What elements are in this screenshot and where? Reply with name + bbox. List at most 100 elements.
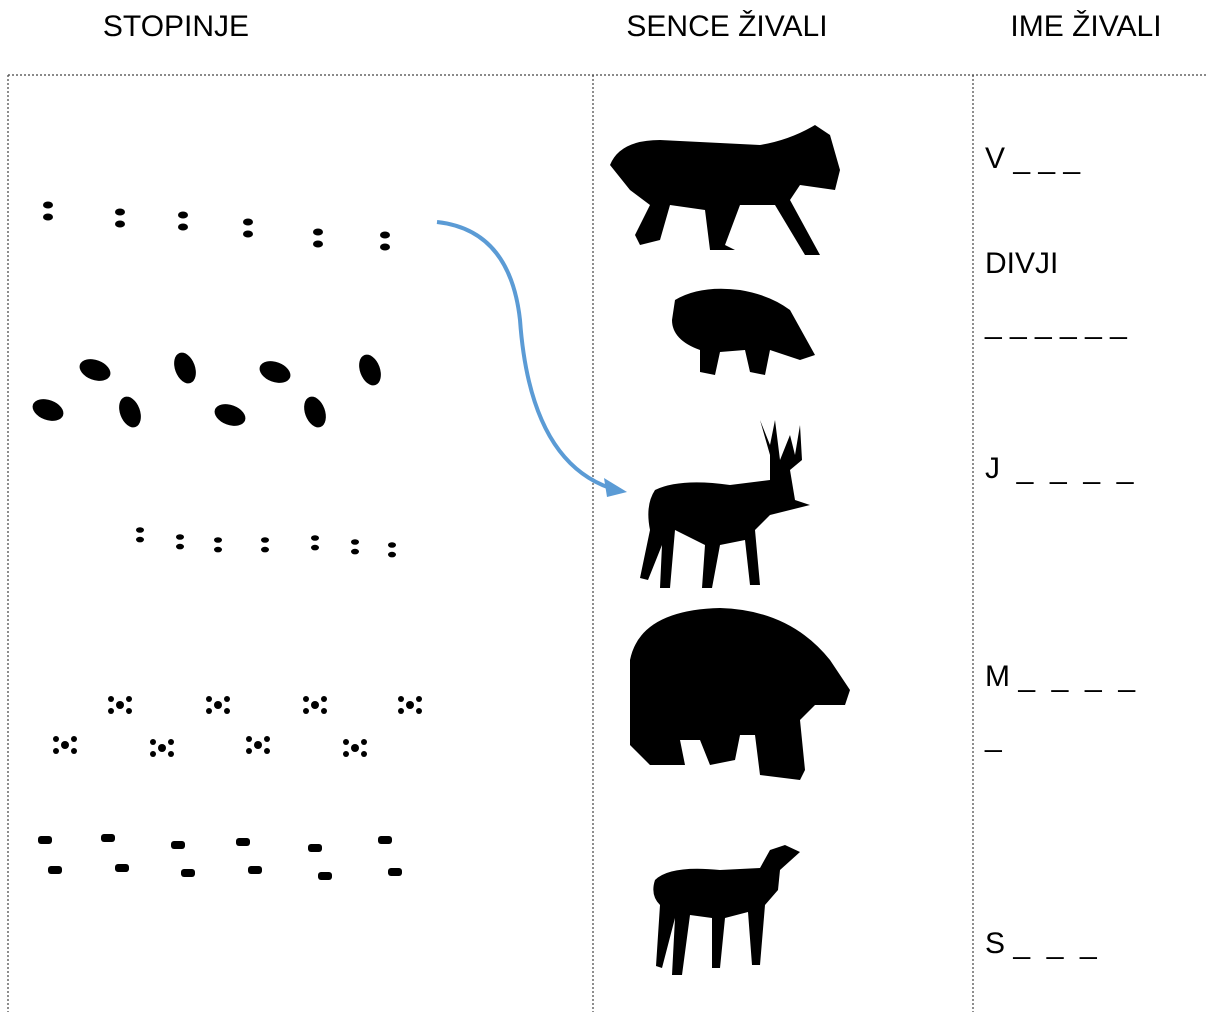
footprint	[61, 741, 69, 749]
footprint	[321, 696, 327, 702]
footprint	[178, 211, 188, 219]
footprints	[32, 201, 422, 880]
footprint	[351, 548, 359, 555]
footprint	[150, 751, 156, 757]
footprint	[171, 841, 185, 849]
column-header: STOPINJE	[103, 10, 249, 43]
footprint	[116, 701, 124, 709]
answer-line: J _ _ _ _	[985, 452, 1135, 485]
footprint	[32, 399, 64, 421]
column-header: SENCE ŽIVALI	[626, 10, 827, 43]
footprint	[313, 240, 323, 248]
footprint	[246, 736, 252, 742]
footprint	[71, 736, 77, 742]
footprint	[380, 231, 390, 239]
boar-silhouette	[672, 288, 815, 375]
footprint	[398, 696, 404, 702]
footprint	[351, 539, 359, 545]
answer-line: S _ _ _	[985, 927, 1098, 960]
footprint	[176, 543, 184, 550]
footprint	[378, 836, 392, 844]
footprint	[136, 527, 144, 533]
footprint	[236, 838, 250, 846]
footprint	[158, 744, 166, 752]
footprint	[303, 708, 309, 714]
footprint	[246, 748, 252, 754]
footprint	[321, 708, 327, 714]
footprint	[38, 836, 52, 844]
fawn-silhouette	[653, 845, 800, 975]
footprint	[168, 739, 174, 745]
answer-line: _	[984, 720, 1003, 753]
footprint	[214, 546, 222, 553]
footprint	[48, 866, 62, 874]
footprint	[343, 751, 349, 757]
footprint	[243, 218, 253, 226]
footprint	[224, 696, 230, 702]
answer-line: _ _ _ _ _ _	[984, 307, 1128, 340]
footprint	[136, 536, 144, 543]
footprint	[254, 741, 262, 749]
footprint	[79, 359, 111, 381]
footprint	[361, 739, 367, 745]
footprint	[303, 696, 309, 702]
footprint	[126, 696, 132, 702]
footprint	[71, 748, 77, 754]
footprint	[406, 701, 414, 709]
footprint	[259, 361, 291, 383]
footprint	[150, 739, 156, 745]
footprint	[224, 708, 230, 714]
footprint	[311, 535, 319, 541]
footprint	[343, 739, 349, 745]
footprint	[264, 748, 270, 754]
footprint	[261, 546, 269, 553]
footprint	[115, 220, 125, 228]
footprint	[388, 551, 396, 558]
footprint	[126, 708, 132, 714]
footprint	[115, 208, 125, 216]
footprint	[416, 708, 422, 714]
answer-line: M _ _ _ _	[985, 660, 1136, 693]
footprint	[311, 701, 319, 709]
footprint	[313, 228, 323, 236]
footprint	[176, 534, 184, 540]
footprint	[214, 537, 222, 543]
footprint	[43, 201, 53, 209]
footprint	[388, 542, 396, 548]
footprint	[53, 736, 59, 742]
footprint	[115, 864, 129, 872]
bear-silhouette	[630, 608, 850, 780]
footprint	[380, 243, 390, 251]
footprint	[214, 701, 222, 709]
footprint	[308, 844, 322, 852]
arrow-head	[604, 478, 627, 497]
footprint	[261, 537, 269, 543]
footprint	[53, 748, 59, 754]
footprint	[178, 223, 188, 231]
footprint	[361, 751, 367, 757]
wolf-silhouette	[610, 125, 840, 255]
footprint	[248, 866, 262, 874]
footprint	[398, 708, 404, 714]
footprint	[318, 872, 332, 880]
footprint	[359, 354, 381, 386]
footprint	[174, 352, 196, 384]
footprint	[181, 869, 195, 877]
footprint	[101, 834, 115, 842]
footprint	[206, 696, 212, 702]
footprint	[264, 736, 270, 742]
footprint	[168, 751, 174, 757]
footprint	[311, 544, 319, 551]
arrow	[436, 220, 611, 490]
deer-silhouette	[640, 420, 810, 588]
footprint	[206, 708, 212, 714]
footprint	[214, 404, 246, 426]
column-header: IME ŽIVALI	[1010, 10, 1161, 43]
footprint	[243, 230, 253, 238]
answer-line: DIVJI	[985, 247, 1058, 280]
footprint	[351, 744, 359, 752]
silhouettes	[610, 125, 850, 975]
answer-line: V _ _ _	[985, 142, 1081, 175]
